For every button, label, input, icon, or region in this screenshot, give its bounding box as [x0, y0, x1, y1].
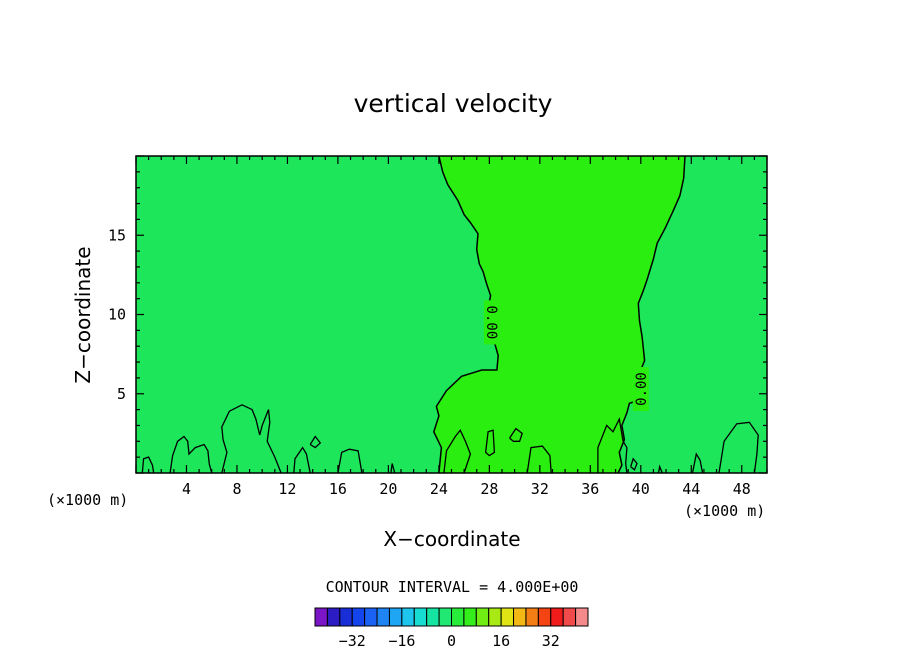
x-tick-label: 32: [531, 480, 549, 498]
colorbar-swatch: [500, 607, 515, 627]
colorbar: −32 −16 0 16 32: [314, 607, 589, 650]
low-level-contour: [221, 404, 282, 474]
x-tick-label: 16: [329, 480, 347, 498]
y-tick-label: 15: [108, 226, 126, 244]
colorbar-swatch: [562, 607, 577, 627]
colorbar-swatch: [525, 607, 539, 627]
colorbar-tick-label: 0: [447, 632, 456, 650]
colorbar-swatch: [326, 607, 341, 627]
contour-label-bg: [483, 300, 500, 345]
y-axis-label: Z−coordinate: [71, 246, 95, 383]
low-level-contour: [443, 428, 472, 474]
low-level-contour: [293, 446, 311, 474]
x-tick-label: 8: [232, 480, 241, 498]
colorbar-swatch: [339, 607, 353, 627]
y-tick-label: 5: [117, 385, 126, 403]
colorbar-swatch: [438, 607, 453, 627]
updraft-region: [433, 156, 685, 473]
low-level-contour: [630, 457, 638, 471]
x-tick-label: 48: [733, 480, 751, 498]
contour-label-bg: [632, 366, 649, 411]
colorbar-swatch: [488, 607, 502, 627]
colorbar-swatch: [451, 607, 465, 627]
low-level-contour: [509, 427, 523, 442]
colorbar-swatch: [426, 607, 440, 627]
low-level-contour: [309, 435, 322, 449]
x-tick-label: 12: [278, 480, 296, 498]
colorbar-tick-label: −16: [388, 632, 415, 650]
contour-interval-label: CONTOUR INTERVAL = 4.000E+00: [326, 578, 579, 596]
colorbar-swatch: [413, 607, 428, 627]
low-level-contour: [484, 429, 496, 457]
colorbar-swatch: [376, 607, 390, 627]
low-level-contour: [390, 463, 396, 474]
low-level-contour: [169, 435, 213, 474]
x-unit-label-left: (×1000 m): [47, 491, 128, 509]
low-level-contour: [526, 445, 552, 474]
colorbar-swatch: [314, 607, 328, 627]
y-tick-label: 10: [108, 306, 126, 324]
chart-title: vertical velocity: [354, 89, 553, 118]
low-level-contour: [337, 448, 363, 474]
low-level-contour: [691, 452, 704, 474]
x-tick-label: 40: [632, 480, 650, 498]
x-tick-label: 44: [682, 480, 700, 498]
x-unit-label-right: (×1000 m): [684, 502, 765, 520]
colorbar-swatch: [475, 607, 490, 627]
colorbar-swatch: [351, 607, 366, 627]
low-level-contour: [141, 456, 155, 474]
colorbar-swatch: [513, 607, 527, 627]
zero-contour-right: [617, 155, 686, 474]
x-tick-label: 4: [182, 480, 191, 498]
colorbar-swatch: [401, 607, 415, 627]
x-tick-label: 36: [581, 480, 599, 498]
colorbar-swatch: [575, 607, 589, 627]
low-level-contour: [657, 464, 663, 474]
colorbar-tick-label: 16: [492, 632, 510, 650]
contour-label: 0.00: [483, 306, 499, 340]
contour-label: 0.00: [634, 372, 650, 406]
x-axis-label: X−coordinate: [383, 527, 520, 551]
colorbar-tick-label: −32: [339, 632, 366, 650]
colorbar-swatch: [463, 607, 477, 627]
colorbar-tick-label: 32: [542, 632, 560, 650]
colorbar-swatch: [550, 607, 564, 627]
low-level-contour: [718, 421, 759, 474]
x-tick-label: 24: [430, 480, 448, 498]
colorbar-swatch: [364, 607, 378, 627]
x-tick-label: 28: [480, 480, 498, 498]
colorbar-swatch: [537, 607, 552, 627]
low-level-contour: [597, 417, 628, 474]
colorbar-swatch: [388, 607, 403, 627]
x-tick-label: 20: [379, 480, 397, 498]
